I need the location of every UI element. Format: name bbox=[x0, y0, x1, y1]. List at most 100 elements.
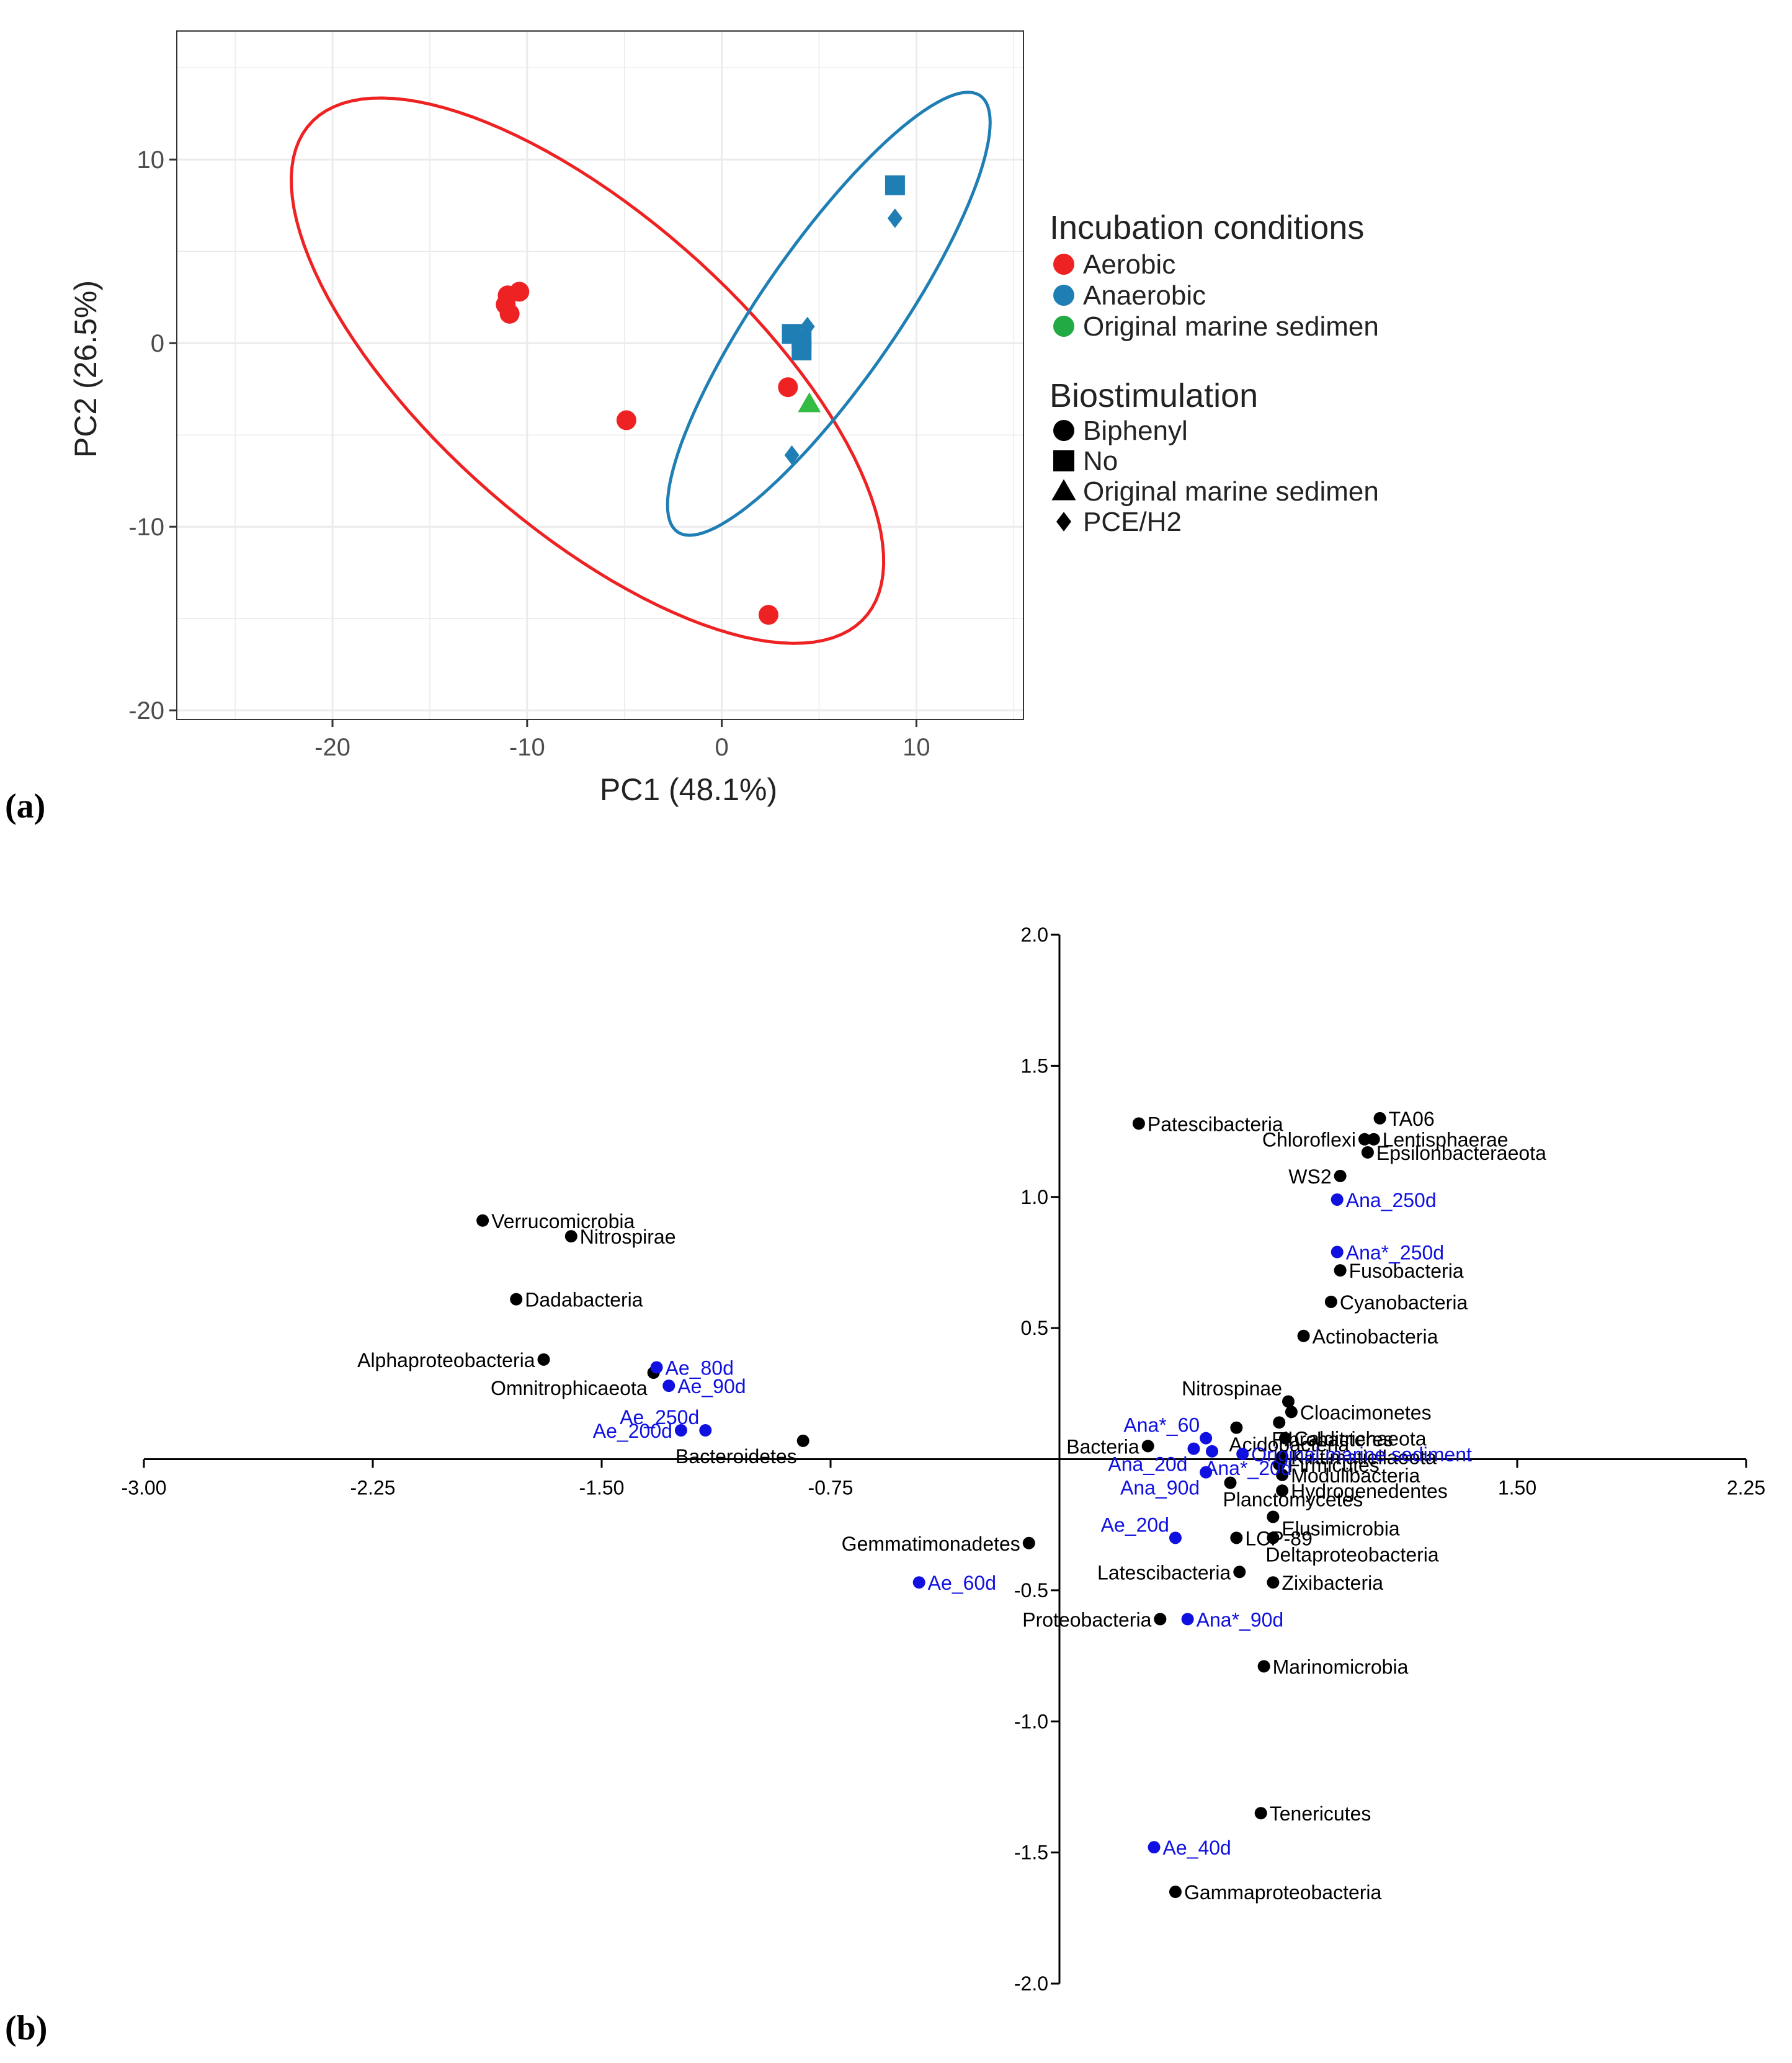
pca-axes: -20 -10 0 10 10 0 -10 -20 bbox=[128, 30, 1024, 761]
legend-shape-original-marine-sedimen bbox=[1051, 479, 1076, 501]
label-ae-90d: Ae_90d bbox=[677, 1375, 746, 1397]
point-aerobic-circle bbox=[758, 605, 778, 625]
marker-fusobacteria bbox=[1334, 1264, 1347, 1277]
ellipse-anaerobic bbox=[666, 91, 992, 537]
y-tick-label: 0.5 bbox=[1021, 1317, 1048, 1339]
marker-ana-20d bbox=[1206, 1445, 1218, 1458]
marker-original-marine-sediment bbox=[1236, 1448, 1249, 1461]
label-gemmatimonadetes: Gemmatimonadetes bbox=[842, 1533, 1020, 1555]
marker-elusimicrobia bbox=[1267, 1510, 1280, 1523]
label-ana-90d: Ana_90d bbox=[1120, 1477, 1200, 1499]
label-latescibacteria: Latescibacteria bbox=[1097, 1561, 1231, 1584]
label-dadabacteria: Dadabacteria bbox=[525, 1289, 643, 1311]
marker-ana-60 bbox=[1200, 1432, 1213, 1445]
marker-ana-250d bbox=[1331, 1193, 1344, 1206]
x-tick-label: 0 bbox=[715, 734, 728, 761]
label-ae-20d: Ae_20d bbox=[1101, 1513, 1169, 1536]
legend-label-anaerobic: Anaerobic bbox=[1083, 280, 1206, 311]
y-tick-label: -1.5 bbox=[1014, 1842, 1048, 1864]
marker-fibrobacteres bbox=[1273, 1416, 1286, 1429]
marker-ae-60d bbox=[912, 1576, 925, 1589]
legend-label-original-marine-sedimen: Original marine sedimen bbox=[1083, 476, 1379, 507]
marker-chloroflexi bbox=[1358, 1133, 1371, 1146]
marker-ana-250d bbox=[1331, 1245, 1344, 1259]
point-anaerobic-diamond bbox=[800, 316, 815, 337]
label-ana-20d: Ana*_20d bbox=[1205, 1457, 1292, 1479]
pca-grid bbox=[177, 31, 1023, 720]
label-proteobacteria: Proteobacteria bbox=[1022, 1608, 1151, 1631]
marker-bacteria bbox=[1141, 1440, 1154, 1453]
marker-gammaproteobacteria bbox=[1169, 1886, 1182, 1899]
biplot-taxa: Patescibacteria TA06 Chloroflexi Lentisphae… bbox=[357, 1108, 1546, 1904]
label-ae-40d: Ae_40d bbox=[1163, 1837, 1231, 1859]
marker-nitrospirae bbox=[564, 1230, 577, 1243]
label-ana-90d: Ana*_90d bbox=[1197, 1608, 1284, 1631]
label-tenericutes: Tenericutes bbox=[1270, 1802, 1371, 1825]
label-gammaproteobacteria: Gammaproteobacteria bbox=[1184, 1881, 1382, 1904]
label-verrucomicrobia: Verrucomicrobia bbox=[491, 1210, 635, 1232]
marker-ana-90d bbox=[1200, 1466, 1213, 1479]
legend-shape-biphenyl bbox=[1053, 420, 1074, 441]
x-tick-label: 1.50 bbox=[1498, 1477, 1536, 1499]
x-tick-label: 2.25 bbox=[1727, 1477, 1765, 1499]
pca-y-axis-label: PC2 (26.5%) bbox=[68, 280, 103, 458]
marker-actinobacteria bbox=[1297, 1329, 1310, 1342]
x-tick-label: -0.75 bbox=[808, 1477, 854, 1499]
y-tick-label: -10 bbox=[128, 514, 164, 541]
pca-x-axis-label: PC1 (48.1%) bbox=[600, 772, 777, 807]
marker-epsilonbacteraeota bbox=[1361, 1146, 1374, 1159]
marker-hydrogenedentes bbox=[1276, 1484, 1289, 1497]
label-fusobacteria: Fusobacteria bbox=[1349, 1260, 1464, 1282]
marker-dadabacteria bbox=[510, 1293, 523, 1306]
legend-label-pce-h2: PCE/H2 bbox=[1083, 507, 1182, 537]
marker-acidobacteria bbox=[1230, 1421, 1243, 1434]
panel-label-b: (b) bbox=[5, 2009, 48, 2047]
y-tick-label: -0.5 bbox=[1014, 1579, 1048, 1602]
label-ae-200d: Ae_200d bbox=[593, 1420, 672, 1442]
label-ae-250d: Ae_250d bbox=[620, 1406, 699, 1428]
marker-deltaproteobacteria bbox=[1267, 1531, 1280, 1544]
label-deltaproteobacteria: Deltaproteobacteria bbox=[1265, 1543, 1438, 1566]
legend-label-no: No bbox=[1083, 446, 1118, 476]
marker-zixibacteria bbox=[1267, 1576, 1280, 1589]
label-actinobacteria: Actinobacteria bbox=[1313, 1326, 1438, 1348]
legend-title-incubation: Incubation conditions bbox=[1050, 209, 1364, 246]
x-tick-label: -1.50 bbox=[579, 1477, 625, 1499]
label-ana-60: Ana*_60 bbox=[1123, 1414, 1200, 1437]
point-anaerobic-diamond bbox=[887, 208, 903, 228]
label-zixibacteria: Zixibacteria bbox=[1282, 1572, 1383, 1594]
label-ta06: TA06 bbox=[1389, 1108, 1435, 1130]
legend-label-aerobic: Aerobic bbox=[1083, 249, 1175, 280]
marker-cyanobacteria bbox=[1324, 1295, 1337, 1308]
pca-plot: -20 -10 0 10 10 0 -10 -20 PC1 (48.1%) PC2 (26.5… bbox=[68, 30, 1379, 807]
label-omnitrophicaeota: Omnitrophicaeota bbox=[491, 1377, 648, 1399]
marker-ae-80d bbox=[650, 1361, 663, 1374]
marker-ws2 bbox=[1334, 1169, 1347, 1182]
legend-swatch-original-marine-sedimen bbox=[1053, 316, 1074, 337]
x-tick-label: -20 bbox=[314, 734, 350, 761]
label-kiritimatiellaeota: Kiritimatiellaeota bbox=[1291, 1446, 1437, 1468]
x-tick-label: -2.25 bbox=[350, 1477, 396, 1499]
marker-patescibacteria bbox=[1132, 1117, 1145, 1130]
label-original-marine-sediment: Original marine sediment bbox=[1251, 1443, 1472, 1466]
marker-proteobacteria bbox=[1154, 1613, 1167, 1626]
y-tick-label: 1.5 bbox=[1021, 1054, 1048, 1077]
y-tick-label: 2.0 bbox=[1021, 924, 1048, 946]
y-tick-label: -2.0 bbox=[1014, 1972, 1048, 1995]
pca-points bbox=[496, 175, 905, 625]
y-tick-label: 0 bbox=[151, 330, 164, 357]
label-elusimicrobia: Elusimicrobia bbox=[1282, 1518, 1399, 1540]
marker-ana-90d bbox=[1181, 1613, 1194, 1626]
y-tick-label: -1.0 bbox=[1014, 1710, 1048, 1732]
label-marinomicrobia: Marinomicrobia bbox=[1273, 1655, 1409, 1678]
marker-ae-200d bbox=[674, 1424, 687, 1437]
biplot-samples: Ana_250dAna*_250dAe_80dAe_90dAe_250dAe_2… bbox=[593, 1189, 1472, 1859]
label-calditrichaeota: Calditrichaeota bbox=[1294, 1428, 1427, 1450]
label-bacteroidetes: Bacteroidetes bbox=[675, 1445, 797, 1468]
point-aerobic-circle bbox=[778, 377, 798, 398]
label-modulibacteria: Modulibacteria bbox=[1291, 1464, 1420, 1487]
x-tick-label: -10 bbox=[509, 734, 545, 761]
marker-calditrichaeota bbox=[1279, 1432, 1292, 1445]
marker-lentisphaerae bbox=[1367, 1133, 1380, 1146]
panel-label-a: (a) bbox=[5, 787, 46, 826]
